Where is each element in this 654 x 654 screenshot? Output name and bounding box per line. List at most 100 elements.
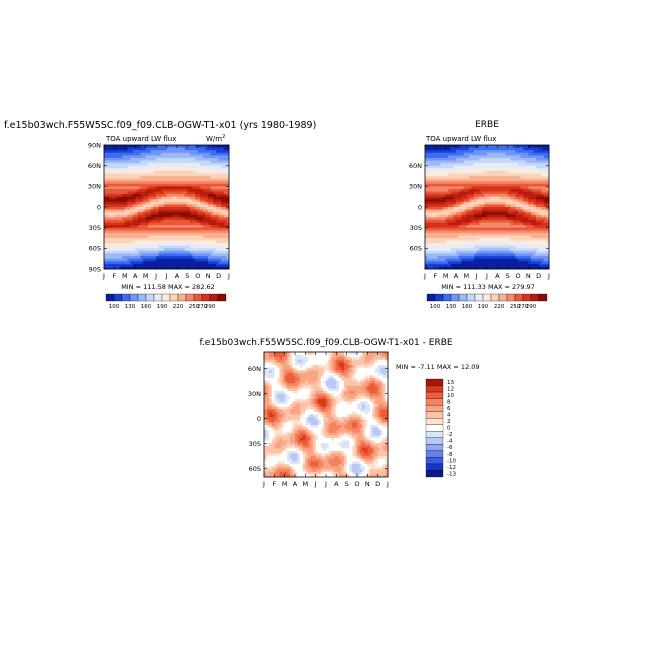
heatmap-cell (266, 362, 270, 366)
heatmap-cell (174, 209, 178, 213)
heatmap-cell (543, 209, 547, 213)
heatmap-cell (476, 191, 480, 195)
heatmap-cell (156, 248, 159, 252)
heatmap-cell (463, 225, 467, 228)
heatmap-cell (425, 186, 428, 190)
heatmap-cell (140, 160, 144, 164)
heatmap-cell (440, 194, 444, 197)
heatmap-cell (499, 261, 503, 265)
heatmap-cell (471, 145, 475, 148)
heatmap-cell (476, 160, 480, 164)
heatmap-cell (192, 263, 196, 267)
heatmap-cell (432, 196, 436, 200)
heatmap-cell (169, 160, 172, 164)
heatmap-cell (174, 258, 178, 262)
heatmap-cell (109, 266, 113, 270)
heatmap-cell (450, 263, 454, 267)
heatmap-cell (264, 378, 267, 381)
heatmap-cell (189, 219, 193, 223)
heatmap-cell (184, 227, 188, 231)
heatmap-cell (137, 243, 141, 247)
heatmap-cell (143, 240, 146, 244)
heatmap-cell (463, 183, 467, 187)
heatmap-cell (437, 256, 441, 259)
heatmap-cell (484, 201, 488, 205)
heatmap-cell (179, 150, 183, 154)
heatmap-cell (471, 238, 475, 241)
heatmap-cell (533, 219, 537, 223)
heatmap-cell (161, 147, 165, 151)
heatmap-cell (182, 238, 186, 241)
heatmap-cell (435, 152, 439, 156)
heatmap-cell (266, 380, 270, 384)
heatmap-cell (499, 207, 503, 210)
heatmap-cell (205, 191, 209, 195)
heatmap-cell (499, 243, 503, 247)
heatmap-cell (520, 157, 524, 161)
heatmap-cell (489, 240, 493, 244)
heatmap-cell (546, 266, 550, 270)
heatmap-cell (166, 209, 170, 213)
heatmap-cell (150, 199, 154, 203)
heatmap-cell (512, 248, 516, 252)
heatmap-cell (476, 165, 480, 169)
heatmap-cell (127, 150, 131, 154)
heatmap-cell (109, 186, 113, 190)
heatmap-cell (505, 232, 508, 236)
heatmap-cell (264, 437, 267, 441)
heatmap-cell (450, 258, 454, 262)
heatmap-cell (430, 219, 434, 223)
heatmap-cell (435, 186, 439, 190)
heatmap-cell (474, 261, 477, 265)
heatmap-cell (179, 253, 183, 257)
heatmap-cell (104, 232, 107, 236)
heatmap-cell (145, 163, 149, 166)
heatmap-cell (523, 248, 527, 252)
heatmap-cell (106, 232, 110, 236)
heatmap-cell (202, 201, 206, 205)
heatmap-cell (425, 212, 428, 216)
heatmap-cell (153, 173, 157, 177)
heatmap-cell (187, 217, 191, 221)
heatmap-cell (466, 176, 470, 179)
heatmap-cell (264, 354, 267, 358)
heatmap-cell (474, 212, 477, 216)
heatmap-cell (119, 155, 123, 159)
heatmap-cell (466, 245, 470, 249)
heatmap-cell (163, 157, 167, 161)
heatmap-cell (484, 235, 488, 239)
heatmap-cell (489, 245, 493, 249)
heatmap-cell (114, 248, 118, 252)
heatmap-cell (512, 214, 516, 218)
heatmap-cell (476, 204, 480, 208)
heatmap-cell (184, 238, 188, 241)
heatmap-cell (443, 238, 446, 241)
heatmap-cell (515, 240, 519, 244)
heatmap-cell (106, 173, 110, 177)
heatmap-cell (466, 150, 470, 154)
heatmap-cell (499, 250, 503, 254)
heatmap-cell (528, 230, 532, 234)
heatmap-cell (471, 188, 475, 192)
heatmap-cell (541, 165, 545, 169)
heatmap-cell (114, 201, 118, 205)
heatmap-cell (474, 222, 477, 226)
heatmap-cell (481, 227, 485, 231)
heatmap-cell (182, 248, 186, 252)
heatmap-cell (221, 219, 225, 223)
heatmap-cell (533, 181, 537, 185)
heatmap-cell (202, 152, 206, 156)
heatmap-cell (187, 219, 191, 223)
heatmap-cell (150, 150, 154, 154)
heatmap-cell (226, 145, 230, 148)
heatmap-cell (174, 230, 178, 234)
heatmap-cell (435, 150, 439, 154)
heatmap-cell (425, 248, 428, 252)
heatmap-cell (427, 152, 431, 156)
heatmap-cell (184, 201, 188, 205)
heatmap-cell (507, 188, 511, 192)
heatmap-cell (476, 168, 480, 172)
heatmap-cell (122, 170, 126, 174)
heatmap-cell (202, 256, 206, 259)
heatmap-cell (430, 181, 434, 185)
